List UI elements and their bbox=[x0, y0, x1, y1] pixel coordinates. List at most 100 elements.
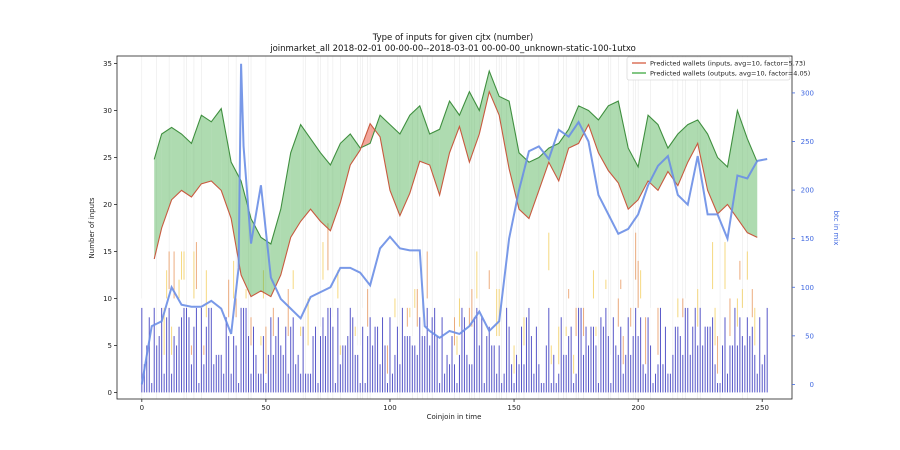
bar-segment bbox=[173, 298, 175, 337]
bar-segment bbox=[161, 307, 163, 393]
bar-segment bbox=[652, 383, 654, 393]
bar-segment bbox=[677, 298, 679, 318]
bar-segment bbox=[178, 279, 180, 299]
bars-layer bbox=[141, 56, 768, 399]
bar-segment bbox=[674, 326, 676, 393]
bar-segment bbox=[588, 345, 590, 393]
bar-segment bbox=[714, 364, 716, 393]
bar-segment bbox=[744, 345, 746, 393]
bar-segment bbox=[677, 317, 679, 327]
bar-segment bbox=[650, 307, 652, 346]
bar-segment bbox=[292, 270, 294, 290]
bar-segment bbox=[575, 336, 577, 374]
fill-between-segment bbox=[340, 133, 351, 203]
bar-segment bbox=[637, 336, 639, 393]
bar-segment bbox=[518, 364, 520, 393]
bar-segment bbox=[307, 345, 309, 374]
bar-segment bbox=[386, 383, 388, 393]
bar-segment bbox=[712, 289, 714, 318]
bar-segment bbox=[588, 326, 590, 346]
fill-between-segment bbox=[648, 115, 658, 191]
fill-between-segment bbox=[181, 133, 192, 197]
fill-between-segment bbox=[747, 138, 758, 238]
bar-segment bbox=[205, 270, 207, 318]
y-tick-label: 35 bbox=[103, 60, 112, 68]
bar-segment bbox=[322, 317, 324, 393]
bar-segment bbox=[503, 373, 505, 393]
bar-segment bbox=[245, 289, 247, 299]
bar-segment bbox=[364, 383, 366, 393]
fill-between-segment bbox=[588, 110, 599, 153]
bar-segment bbox=[449, 364, 451, 393]
bar-segment bbox=[200, 307, 202, 393]
bar-segment bbox=[530, 336, 532, 393]
bar-segment bbox=[406, 326, 408, 337]
bar-segment bbox=[277, 317, 279, 393]
bar-segment bbox=[334, 383, 336, 393]
bar-segment bbox=[310, 345, 312, 374]
bar-segment bbox=[148, 298, 150, 318]
bar-segment bbox=[583, 354, 585, 393]
y-tick-label: 5 bbox=[108, 342, 112, 350]
bar-segment bbox=[682, 317, 684, 355]
x-tick-label: 50 bbox=[261, 404, 270, 412]
y-tick-label: 10 bbox=[103, 295, 112, 303]
bar-segment bbox=[687, 307, 689, 393]
bar-segment bbox=[352, 317, 354, 393]
bar-segment bbox=[367, 289, 369, 327]
bar-segment bbox=[280, 345, 282, 393]
bar-segment bbox=[645, 364, 647, 374]
bar-segment bbox=[238, 383, 240, 393]
bar-segment bbox=[697, 289, 699, 327]
bar-segment bbox=[640, 317, 642, 393]
bar-segment bbox=[342, 345, 344, 393]
bar-segment bbox=[483, 364, 485, 384]
bar-segment bbox=[513, 373, 515, 384]
bar-segment bbox=[324, 336, 326, 393]
bar-segment bbox=[225, 317, 227, 393]
chart-title: Type of inputs for given cjtx (number) bbox=[372, 33, 534, 43]
bar-segment bbox=[463, 317, 465, 393]
bar-segment bbox=[650, 345, 652, 393]
bar-segment bbox=[454, 364, 455, 393]
bar-segment bbox=[746, 251, 748, 280]
bar-segment bbox=[228, 336, 230, 393]
bar-segment bbox=[550, 383, 552, 393]
bar-segment bbox=[446, 317, 448, 355]
bar-segment bbox=[550, 345, 552, 365]
bar-segment bbox=[570, 326, 572, 393]
bar-segment bbox=[533, 373, 535, 393]
bar-segment bbox=[183, 307, 185, 393]
bar-segment bbox=[248, 336, 250, 393]
bar-segment bbox=[386, 345, 388, 374]
bar-segment bbox=[605, 279, 607, 290]
bar-segment bbox=[396, 326, 398, 393]
bar-segment bbox=[627, 317, 629, 393]
bar-segment bbox=[265, 326, 267, 374]
bar-segment bbox=[545, 345, 547, 393]
bar-segment bbox=[166, 270, 168, 299]
bar-segment bbox=[377, 326, 379, 393]
bar-segment bbox=[521, 326, 523, 393]
bar-segment bbox=[754, 307, 756, 346]
bar-segment bbox=[548, 232, 550, 271]
fill-between-segment bbox=[419, 105, 430, 166]
bar-segment bbox=[300, 326, 302, 337]
bar-segment bbox=[761, 364, 763, 393]
bar-segment bbox=[322, 279, 324, 318]
bar-segment bbox=[714, 307, 716, 346]
bar-segment bbox=[171, 354, 173, 374]
bar-segment bbox=[255, 354, 257, 393]
bar-segment bbox=[592, 298, 594, 327]
fill-between-segment bbox=[707, 133, 718, 214]
bar-segment bbox=[250, 345, 252, 374]
bar-segment bbox=[689, 354, 691, 393]
fill-between-segment bbox=[380, 115, 390, 191]
bar-segment bbox=[575, 373, 577, 393]
bar-segment bbox=[243, 270, 245, 308]
bar-segment bbox=[766, 270, 768, 308]
bar-segment bbox=[359, 345, 361, 384]
bar-segment bbox=[260, 345, 262, 374]
bar-segment bbox=[664, 326, 666, 393]
bar-segment bbox=[724, 289, 726, 318]
